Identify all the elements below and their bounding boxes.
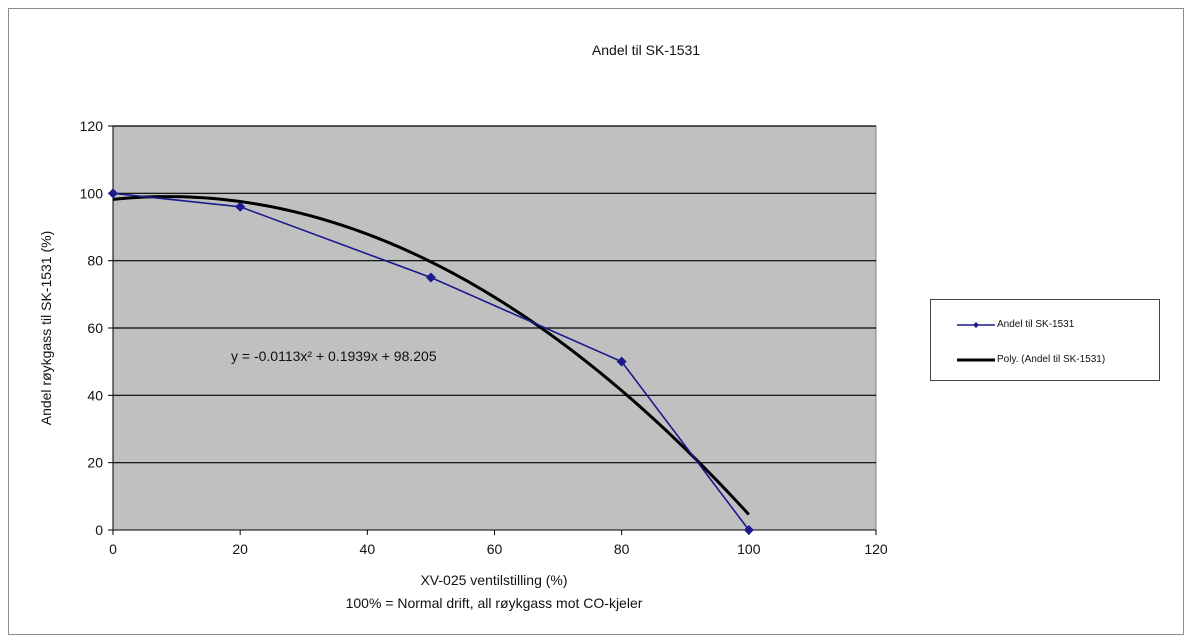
legend-swatch-series	[957, 322, 995, 328]
series-layer	[108, 188, 754, 535]
y-tick-label-60: 60	[87, 320, 103, 336]
y-tick-label-80: 80	[87, 253, 103, 269]
x-tick-label-100: 100	[737, 541, 761, 557]
trendline-equation: y = -0.0113x² + 0.1939x + 98.205	[231, 348, 437, 364]
legend-item-series: Andel til SK-1531	[931, 315, 1159, 335]
x-tick-label-0: 0	[109, 541, 117, 557]
trendline-poly	[112, 195, 750, 516]
legend-label-trendline: Poly. (Andel til SK-1531)	[997, 354, 1106, 365]
y-tick-label-40: 40	[87, 387, 103, 403]
x-axis-label: XV-025 ventilstilling (%)	[420, 572, 567, 588]
y-tick-label-20: 20	[87, 455, 103, 471]
x-tick-label-40: 40	[360, 541, 376, 557]
x-tick-label-80: 80	[614, 541, 630, 557]
data-point-0	[108, 188, 118, 199]
y-tick-label-0: 0	[95, 522, 103, 538]
x-axis-label-line2: 100% = Normal drift, all røykgass mot CO…	[346, 595, 643, 611]
data-point-50	[425, 272, 436, 283]
data-point-80	[616, 356, 627, 367]
y-tick-label-120: 120	[80, 118, 104, 134]
x-tick-labels: 0 20 40 60 80 100 120	[109, 541, 888, 557]
gridlines	[113, 125, 876, 464]
x-tick-label-60: 60	[487, 541, 503, 557]
x-tick-label-20: 20	[232, 541, 248, 557]
data-point-100	[743, 525, 754, 535]
y-axis-label: Andel røykgass til SK-1531 (%)	[38, 231, 54, 426]
legend-swatch-trendline	[957, 358, 995, 362]
chart-svg: Andel til SK-1531 0 20 40 60 80 100 120 0 20 40 6…	[38, 42, 888, 611]
chart-title: Andel til SK-1531	[592, 42, 700, 58]
y-tick-labels: 0 20 40 60 80 100 120	[80, 118, 104, 538]
legend: Andel til SK-1531 Poly. (Andel til SK-15…	[930, 299, 1160, 381]
y-tick-label-100: 100	[80, 185, 104, 201]
legend-label-series: Andel til SK-1531	[997, 319, 1075, 330]
x-tick-label-120: 120	[864, 541, 888, 557]
legend-item-trendline: Poly. (Andel til SK-1531)	[931, 350, 1159, 370]
data-point-20	[235, 201, 246, 212]
